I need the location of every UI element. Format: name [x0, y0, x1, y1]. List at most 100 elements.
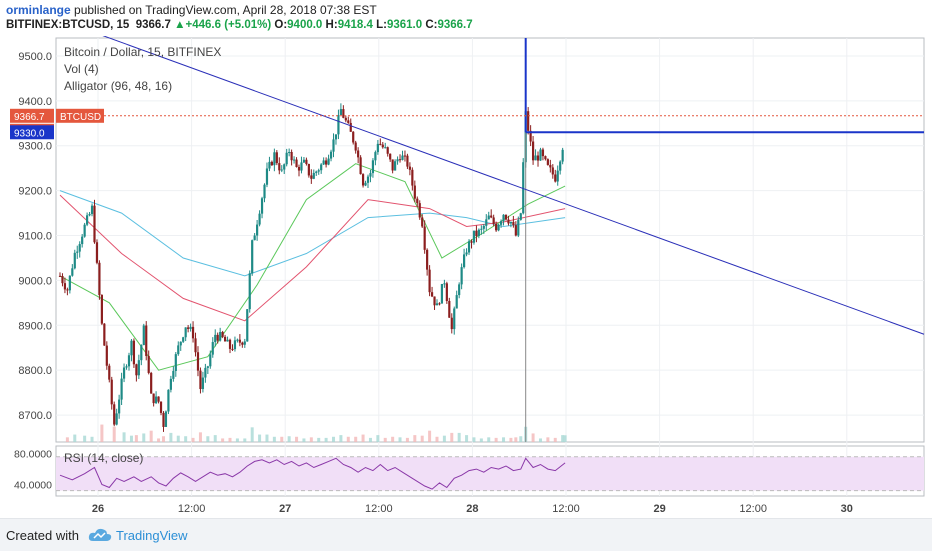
candle-body — [317, 170, 320, 172]
tradingview-brand[interactable]: TradingView — [116, 528, 188, 543]
candle-body — [460, 267, 463, 285]
volume-bar — [142, 433, 146, 442]
candle-body — [108, 365, 111, 380]
candle-body — [462, 254, 466, 268]
volume-bar — [428, 430, 432, 442]
candle-body — [394, 161, 397, 171]
candle-body — [366, 176, 370, 183]
price-chart[interactable]: 9500.0 9400.0 9300.0 9200.0 9100.0 9000.0 8900… — [0, 36, 932, 518]
candle-body — [71, 268, 74, 276]
volume-bar — [161, 436, 165, 442]
candle-body — [169, 378, 172, 390]
volume-bar — [561, 435, 565, 442]
candle-body — [379, 143, 382, 145]
volume-bar — [73, 434, 77, 442]
rsi-legend: RSI (14, close) — [64, 451, 143, 465]
candle-body — [305, 159, 308, 164]
volume-bar — [243, 438, 247, 442]
candle-body — [435, 303, 439, 306]
candle-body — [283, 164, 286, 170]
candle-body — [196, 352, 200, 371]
candle-body — [187, 327, 190, 329]
candle-body — [448, 300, 451, 318]
candle-body — [172, 370, 175, 379]
trendline[interactable] — [60, 36, 925, 335]
volume-bar — [368, 437, 372, 442]
candle-body — [534, 155, 537, 161]
candle-body — [221, 331, 224, 337]
volume-bar — [317, 437, 321, 442]
volume-bar — [502, 437, 506, 442]
volume-bar — [465, 435, 469, 442]
candle-body — [349, 122, 352, 132]
rsi-y-tick-label: 40.0000 — [14, 479, 52, 491]
candle-body — [241, 342, 244, 345]
alligator-teeth-line — [59, 194, 566, 322]
candle-body — [398, 159, 402, 161]
symbol-label: BITFINEX:BTCUSD, 15 — [6, 19, 130, 31]
candle-body — [546, 159, 549, 165]
candle-body — [201, 377, 205, 390]
candle-body — [381, 144, 384, 148]
y-tick-label: 9100.0 — [18, 231, 52, 243]
candle-body — [327, 158, 330, 165]
candle-body — [251, 240, 254, 274]
candle-body — [132, 340, 136, 365]
candle-body — [159, 401, 163, 413]
main-pane[interactable] — [55, 37, 925, 443]
candle-body — [480, 228, 483, 230]
candle-body — [485, 219, 488, 226]
candle-body — [216, 334, 219, 341]
footer: Created with TradingView — [0, 518, 932, 551]
y-tick-label: 9500.0 — [18, 51, 52, 63]
author-name[interactable]: orminlange — [6, 3, 71, 17]
candle-body — [226, 339, 229, 342]
volume-bar — [265, 434, 269, 442]
candle-body — [263, 184, 266, 199]
candle-body — [58, 275, 62, 277]
candle-body — [145, 325, 148, 356]
volume-bar — [391, 436, 395, 442]
candle-body — [275, 152, 278, 164]
volume-bar — [129, 435, 133, 442]
volume-bar — [122, 432, 126, 442]
x-tick-label: 27 — [279, 503, 291, 515]
candle-body — [135, 364, 138, 376]
volume-bar — [100, 424, 104, 442]
candle-body — [265, 168, 269, 185]
volume-bar — [383, 437, 387, 442]
candle-body — [458, 284, 461, 296]
open-value: 9400.0 — [287, 19, 323, 31]
candle-body — [339, 109, 342, 115]
volume-bar — [169, 432, 173, 442]
candle-body — [315, 171, 318, 173]
candle-body — [120, 378, 123, 400]
candle-body — [559, 161, 562, 171]
candle-body — [302, 159, 306, 163]
rsi-y-tick-label: 80.0000 — [14, 449, 52, 461]
candle-body — [209, 354, 212, 367]
candle-body — [219, 331, 222, 341]
candle-body — [256, 224, 259, 236]
candle-body — [411, 169, 414, 186]
candle-body — [157, 396, 160, 402]
candle-body — [243, 341, 246, 345]
volume-bar — [191, 437, 195, 442]
candle-body — [110, 379, 113, 405]
candle-body — [376, 143, 379, 153]
candle-body — [191, 326, 195, 339]
candle-body — [93, 205, 96, 243]
candle-body — [233, 340, 237, 350]
candle-body — [310, 175, 313, 179]
candle-body — [238, 339, 241, 343]
volume-bar — [479, 438, 483, 442]
y-tick-label: 9300.0 — [18, 141, 52, 153]
candle-body — [514, 225, 517, 236]
candle-body — [105, 345, 108, 366]
candle-body — [280, 169, 283, 171]
candle-body — [561, 149, 564, 162]
candle-body — [154, 396, 158, 404]
candle-body — [352, 131, 355, 143]
candle-body — [527, 111, 530, 131]
candle-body — [270, 161, 274, 166]
